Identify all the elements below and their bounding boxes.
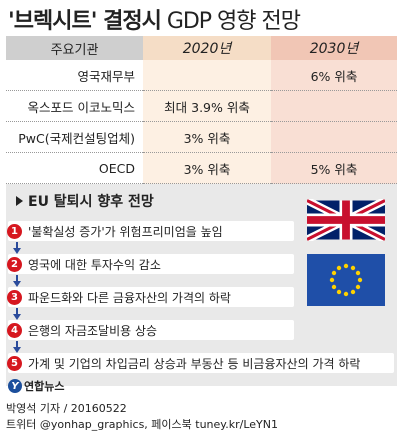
row-label: OECD — [6, 153, 143, 184]
step-number: 2 — [7, 256, 22, 272]
section-title: EU 탈퇴시 향후 전망 — [16, 191, 154, 211]
row-2030-value: 6% 위축 — [271, 60, 397, 91]
table-row: OECD 3% 위축 5% 위축 — [6, 153, 397, 184]
table-row: PwC(국제컨설팅업체) 3% 위축 — [6, 122, 397, 153]
down-arrow-stem — [16, 308, 18, 314]
step-item: 2 영국에 대한 투자수익 감소 — [7, 254, 294, 274]
step-text: '불확실성 증가'가 위험프리미엄을 높임 — [28, 224, 223, 239]
row-2030-value — [271, 91, 397, 122]
row-2020-value: 최대 3.9% 위축 — [143, 91, 271, 122]
step-text: 가계 및 기업의 차입금리 상승과 부동산 등 비금융자산의 가격 하락 — [28, 356, 361, 371]
credit-author-date: 박영석 기자 / 20160522 — [6, 402, 127, 415]
eu-flag-icon — [307, 254, 385, 306]
yonhap-logo-mark-icon: Y — [8, 379, 22, 393]
table-header-2030: 2030년 — [271, 36, 397, 60]
down-arrow-stem — [16, 242, 18, 248]
step-item: 1 '불확실성 증가'가 위험프리미엄을 높임 — [7, 221, 294, 241]
row-2030-value: 5% 위축 — [271, 153, 397, 184]
row-2020-value: 3% 위축 — [143, 153, 271, 184]
row-2020-value — [143, 60, 271, 91]
down-arrow-stem — [16, 275, 18, 281]
step-item: 5 가계 및 기업의 차입금리 상승과 부동산 등 비금융자산의 가격 하락 — [7, 353, 394, 373]
table-header-2020: 2020년 — [143, 36, 271, 60]
step-item: 3 파운드화와 다른 금융자산의 가격의 하락 — [7, 287, 294, 307]
table-header-agency: 주요기관 — [6, 36, 143, 60]
yonhap-logo: Y 연합뉴스 — [8, 378, 64, 394]
page-title: '브렉시트' 결정시 GDP 영향 전망 — [8, 3, 301, 35]
row-label: 옥스포드 이코노믹스 — [6, 91, 143, 122]
step-text: 은행의 자금조달비용 상승 — [28, 323, 158, 338]
row-2020-value: 3% 위축 — [143, 122, 271, 153]
down-arrow-icon — [13, 281, 21, 287]
title-sub: GDP 영향 전망 — [166, 9, 301, 34]
row-2030-value — [271, 122, 397, 153]
step-number: 1 — [7, 223, 22, 239]
triangle-bullet-icon — [16, 196, 23, 206]
step-item: 4 은행의 자금조달비용 상승 — [7, 320, 294, 340]
gdp-forecast-table: 주요기관 2020년 2030년 영국재무부 6% 위축 옥스포드 이코노믹스 … — [6, 36, 397, 184]
step-number: 4 — [7, 322, 22, 338]
table-row: 영국재무부 6% 위축 — [6, 60, 397, 91]
step-text: 영국에 대한 투자수익 감소 — [28, 257, 161, 272]
down-arrow-icon — [13, 248, 21, 254]
step-number: 3 — [7, 289, 22, 305]
row-label: 영국재무부 — [6, 60, 143, 91]
step-text: 파운드화와 다른 금융자산의 가격의 하락 — [28, 290, 231, 305]
yonhap-logo-text: 연합뉴스 — [24, 380, 65, 393]
down-arrow-icon — [13, 347, 21, 353]
down-arrow-stem — [16, 341, 18, 347]
row-label: PwC(국제컨설팅업체) — [6, 122, 143, 153]
title-main: '브렉시트' 결정시 — [8, 9, 162, 34]
down-arrow-icon — [13, 314, 21, 320]
credit-social-links: 트위터 @yonhap_graphics, 페이스북 tuney.kr/LeYN… — [6, 418, 278, 431]
section-title-text: EU 탈퇴시 향후 전망 — [28, 194, 154, 210]
uk-flag-icon — [307, 199, 385, 241]
step-number: 5 — [7, 355, 22, 371]
table-row: 옥스포드 이코노믹스 최대 3.9% 위축 — [6, 91, 397, 122]
